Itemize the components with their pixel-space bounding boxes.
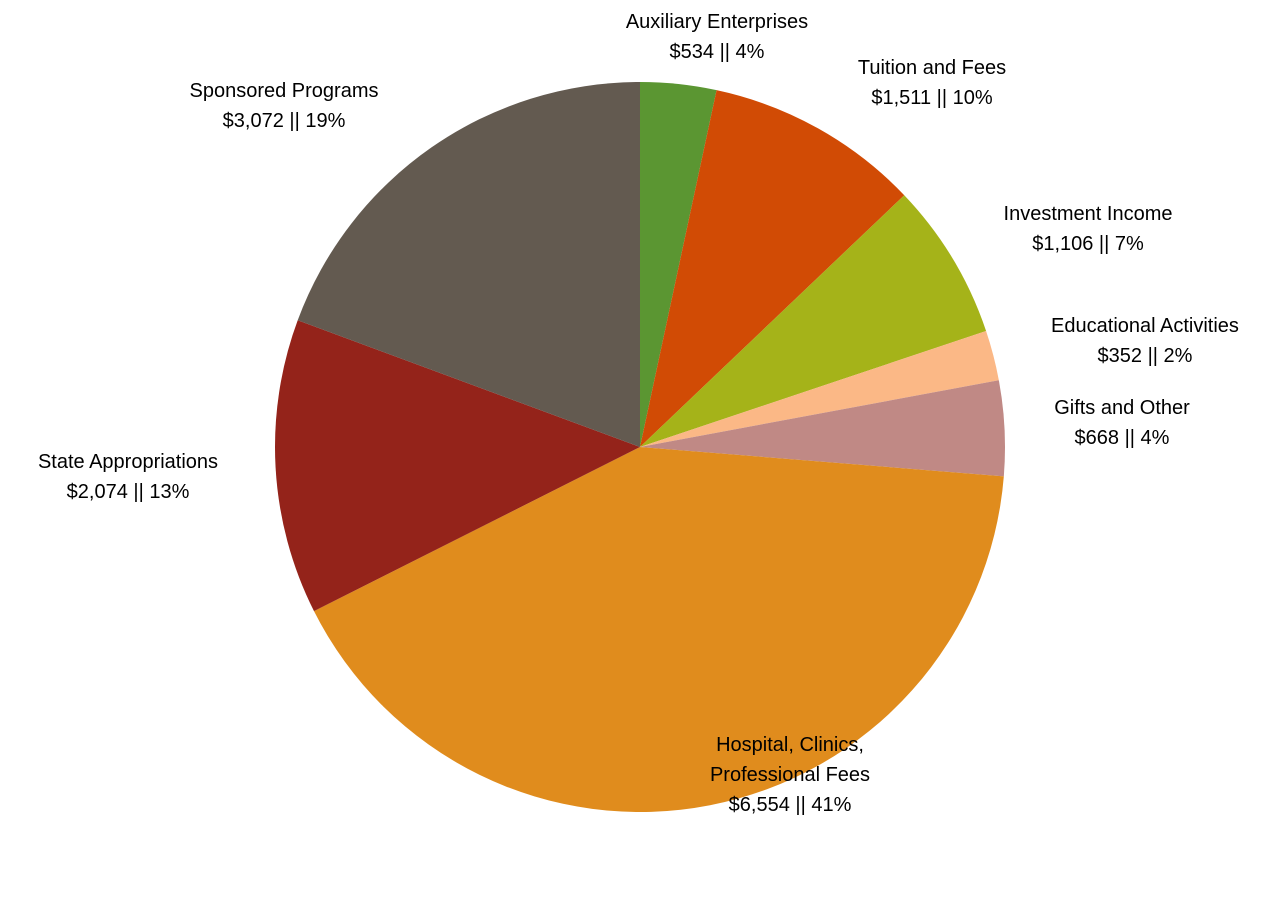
pie-slice: [640, 380, 1005, 477]
slice-label: Gifts and Other $668 || 4%: [972, 393, 1272, 453]
value-label: $352 || 2%: [1097, 345, 1193, 367]
value-label: $3,072 || 19%: [222, 110, 346, 132]
slice-label: Auxiliary Enterprises $534 || 4%: [567, 7, 867, 67]
slice-label: State Appropriations $2,074 || 13%: [0, 447, 278, 507]
value-label: $1,106 || 7%: [1032, 233, 1144, 255]
category-label: Auxiliary Enterprises: [625, 11, 809, 33]
category-label: Educational Activities: [1051, 315, 1239, 337]
pie-slice: [640, 90, 905, 447]
pie-slice: [640, 195, 987, 447]
slice-label: Hospital, Clinics, Professional Fees $6,5…: [675, 730, 905, 820]
value-label: $2,074 || 13%: [66, 481, 190, 503]
slice-label: Tuition and Fees $1,511 || 10%: [782, 53, 1082, 113]
slice-label: Investment Income $1,106 || 7%: [938, 199, 1238, 259]
category-label: Sponsored Programs: [189, 80, 379, 102]
pie-slice: [640, 82, 717, 447]
value-label: $1,511 || 10%: [871, 87, 993, 109]
value-label: $668 || 4%: [1074, 427, 1170, 449]
pie-slice: [275, 320, 640, 612]
slice-label: Sponsored Programs $3,072 || 19%: [134, 76, 434, 136]
pie-slice: [640, 331, 999, 447]
category-label: State Appropriations: [37, 451, 219, 473]
value-label: $6,554 || 41%: [728, 794, 852, 816]
slice-label: Educational Activities $352 || 2%: [995, 311, 1272, 371]
category-label: Gifts and Other: [1054, 397, 1190, 419]
category-label: Tuition and Fees: [857, 57, 1007, 79]
pie-slice: [297, 82, 640, 447]
value-label: $534 || 4%: [669, 41, 765, 63]
category-label: Hospital, Clinics, Professional Fees: [709, 734, 871, 786]
category-label: Investment Income: [1003, 203, 1173, 225]
pie-slice: [313, 447, 1004, 813]
